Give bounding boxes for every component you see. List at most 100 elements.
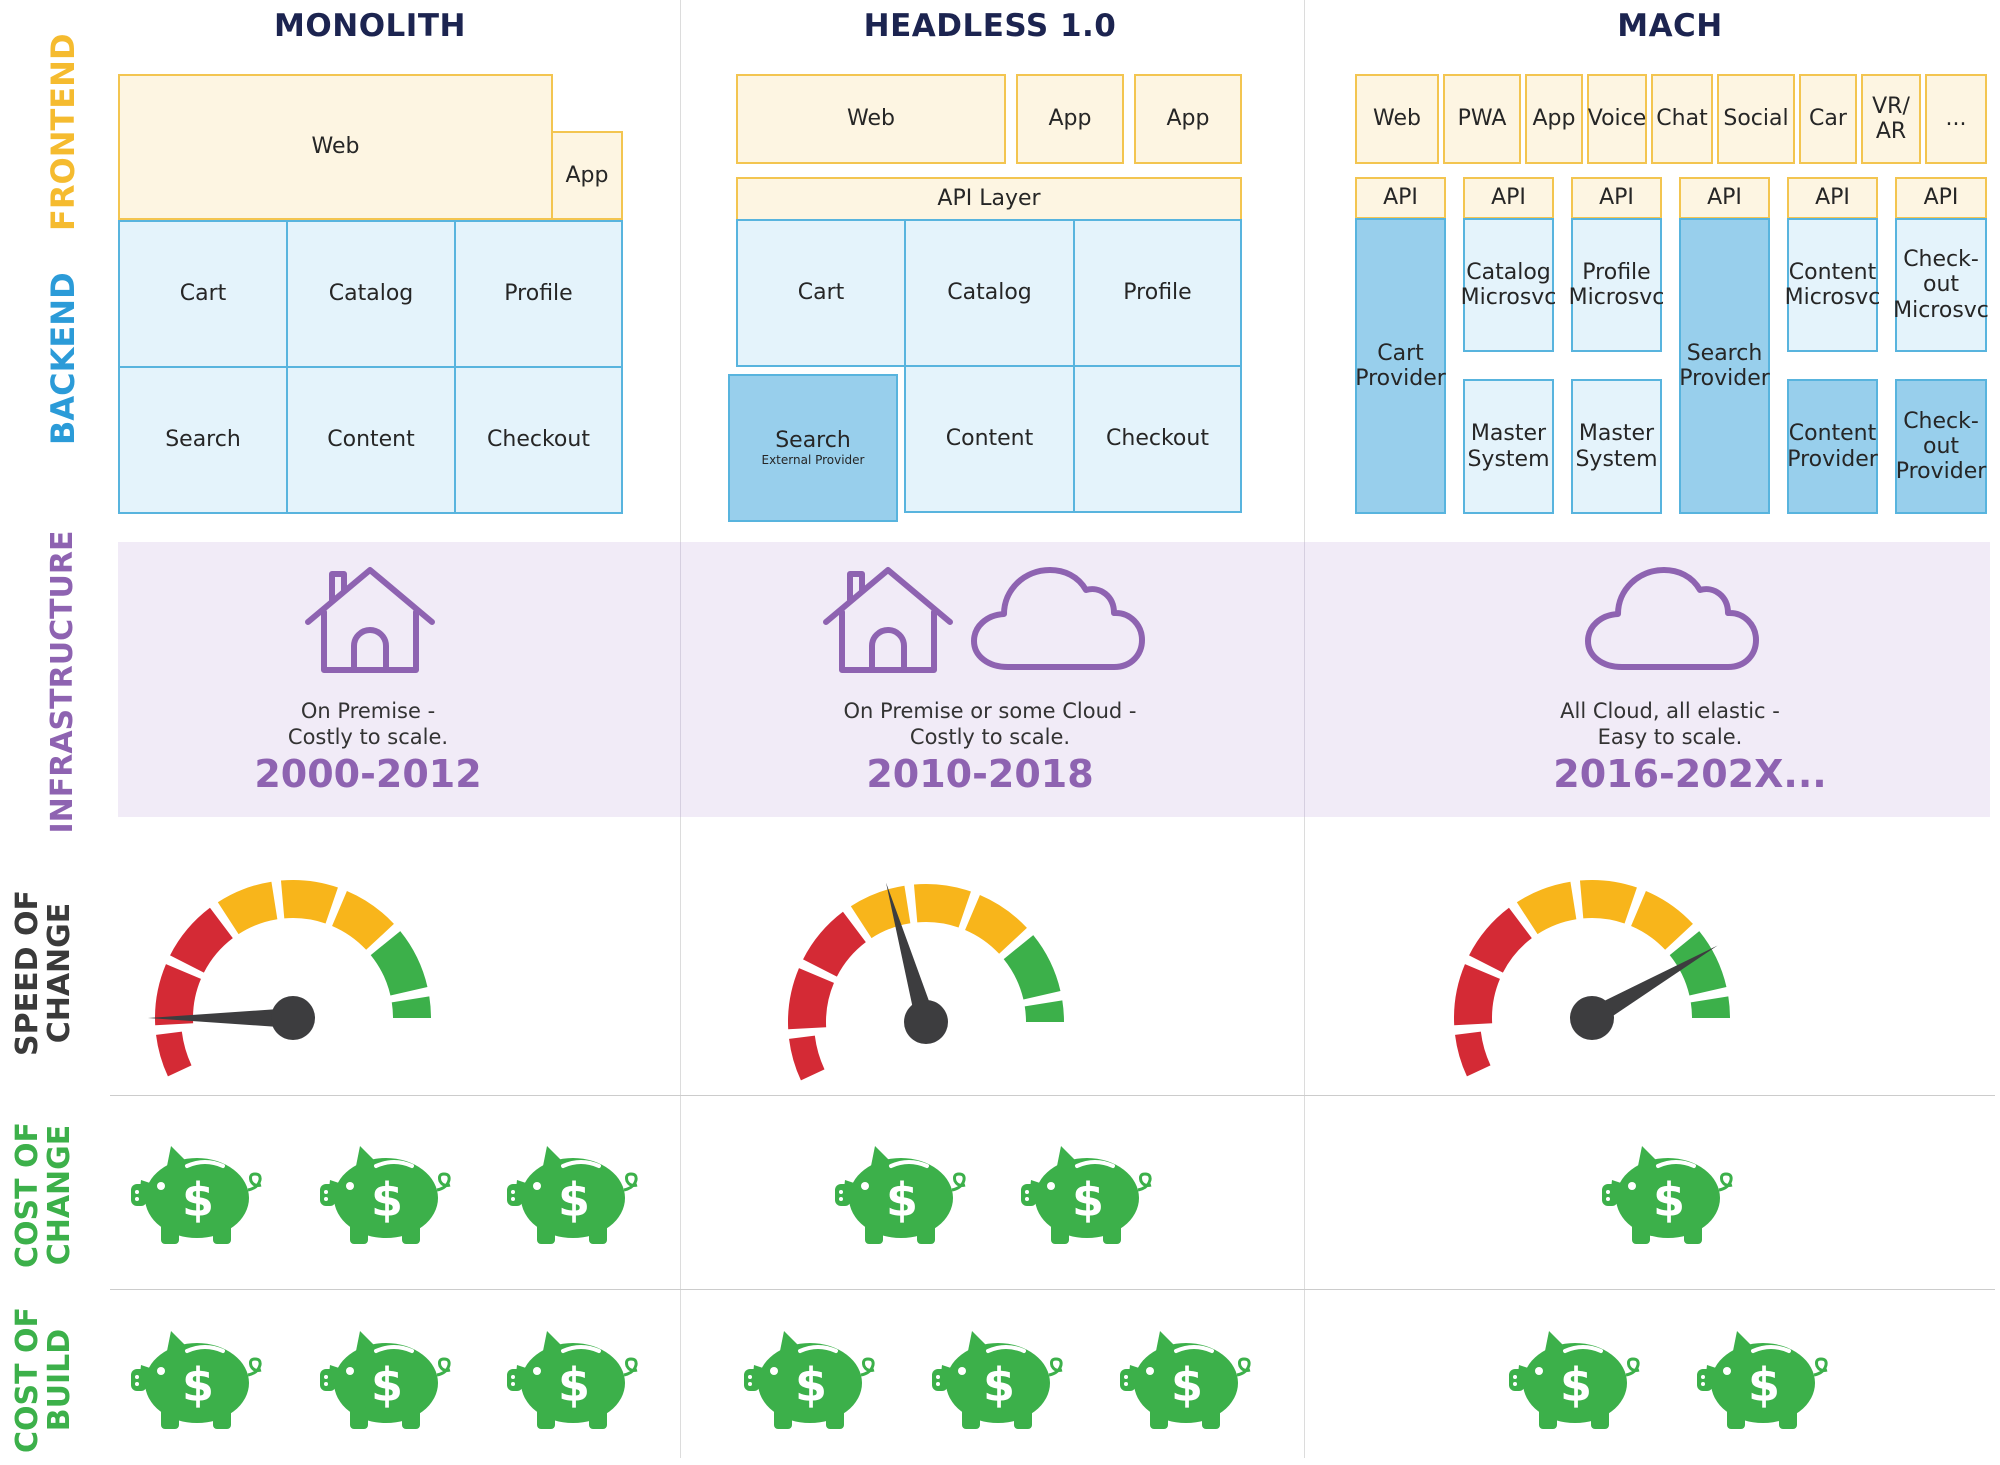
svg-text:$: $ xyxy=(1171,1358,1203,1412)
monolith-profile-box: Profile xyxy=(454,220,623,368)
mach-channel-social: Social xyxy=(1717,74,1795,164)
gauge-segment xyxy=(370,931,428,996)
row-label-backend: BACKEND xyxy=(44,272,82,445)
svg-text:$: $ xyxy=(1653,1173,1685,1227)
mach-api-label: API xyxy=(1491,185,1526,211)
mach-channel-car: Car xyxy=(1799,74,1857,164)
mach-channel-web: Web xyxy=(1355,74,1439,164)
headless-search-sublabel: External Provider xyxy=(761,453,865,468)
period-label: 2000-2012 xyxy=(254,752,482,796)
mach-content-microsvc-box: Content Microsvc xyxy=(1785,218,1880,352)
cloud-icon xyxy=(971,567,1145,670)
piggy-bank-icon: $ xyxy=(932,1331,1063,1429)
gauge-needle xyxy=(1587,945,1718,1027)
svg-text:$: $ xyxy=(1748,1358,1780,1412)
row-divider xyxy=(110,1095,1995,1096)
svg-text:$: $ xyxy=(558,1358,590,1412)
piggy-bank-icon: $ xyxy=(320,1331,451,1429)
mach-api-box: API xyxy=(1787,177,1878,219)
gauge-segment xyxy=(156,1031,192,1077)
headless-api-layer-label: API Layer xyxy=(937,186,1041,212)
mach-api-box: API xyxy=(1679,177,1770,219)
period-label: 2016-202X... xyxy=(1553,752,1827,796)
mach-cart-provider-label: Cart Provider xyxy=(1355,340,1446,391)
infrastructure-band xyxy=(118,542,1990,817)
gauge-segment xyxy=(155,964,201,1026)
svg-text:$: $ xyxy=(182,1358,214,1412)
mach-catalog-microsvc-label: Catalog Microsvc xyxy=(1460,259,1557,310)
piggy-bank-icon: $ xyxy=(507,1331,638,1429)
house-icon xyxy=(823,567,953,673)
monolith-service-label: Cart xyxy=(179,281,227,307)
mach-checkout-microsvc-label: Check- out Microsvc xyxy=(1893,247,1989,323)
mach-api-box: API xyxy=(1463,177,1554,219)
mach-channel-label: PWA xyxy=(1457,106,1507,132)
mach-api-box: API xyxy=(1571,177,1662,219)
house-icon xyxy=(305,567,435,673)
piggy-bank-icon: $ xyxy=(1120,1331,1251,1429)
row-label-infrastructure: INFRASTRUCTURE xyxy=(45,530,80,834)
gauge-segment xyxy=(1579,880,1637,924)
mach-channel-pwa: PWA xyxy=(1443,74,1521,164)
monolith-cart-box: Cart xyxy=(118,220,288,368)
headless-web-label: Web xyxy=(847,106,895,132)
gauge-segment xyxy=(913,884,971,928)
mach-search-provider-label: Search Provider xyxy=(1679,340,1770,391)
mach-api-box: API xyxy=(1895,177,1987,219)
mach-api-label: API xyxy=(1707,185,1742,211)
piggy-bank-icon: $ xyxy=(131,1146,262,1244)
svg-text:$: $ xyxy=(983,1358,1015,1412)
headless-app-label: App xyxy=(1048,106,1092,132)
gauge-segment xyxy=(1690,996,1730,1018)
headless-content-box: Content xyxy=(904,365,1075,513)
row-label-cost-of-change: COST OF CHANGE xyxy=(10,1121,77,1269)
mach-content-provider-label: Content Provider xyxy=(1787,421,1878,472)
mach-channel-label: ... xyxy=(1945,106,1967,132)
mach-channel-chat: Chat xyxy=(1651,74,1713,164)
column-divider xyxy=(680,542,681,817)
row-label-cost-of-build: COST OF BUILD xyxy=(10,1306,77,1454)
monolith-app-label: App xyxy=(565,162,609,188)
piggy-bank-icon: $ xyxy=(744,1331,875,1429)
svg-text:$: $ xyxy=(371,1173,403,1227)
piggy-bank-icon: $ xyxy=(835,1146,966,1244)
headless-checkout-box: Checkout xyxy=(1073,365,1242,513)
gauge-segment xyxy=(217,881,278,935)
mach-channel-voice: Voice xyxy=(1587,74,1647,164)
row-label-speed-of-change: SPEED OF CHANGE xyxy=(10,890,77,1056)
headless-service-label: Content xyxy=(945,426,1034,452)
piggy-bank-icon: $ xyxy=(1697,1331,1828,1429)
column-divider xyxy=(1304,542,1305,817)
headless-service-label: Catalog xyxy=(947,280,1032,306)
gauge-segment xyxy=(1631,890,1693,950)
headless-app-box: App xyxy=(1134,74,1242,164)
mach-channel-label: Car xyxy=(1809,106,1847,132)
svg-text:$: $ xyxy=(1072,1173,1104,1227)
mach-search-provider-box: Search Provider xyxy=(1679,218,1770,514)
headless-api-layer-box: API Layer xyxy=(736,177,1242,221)
gauge-segment xyxy=(1455,1031,1491,1077)
mach-channel-app: App xyxy=(1525,74,1583,164)
gauge-hub xyxy=(271,996,315,1040)
monolith-service-label: Content xyxy=(327,427,415,453)
mach-catalog-microsvc-box: Catalog Microsvc xyxy=(1460,218,1557,352)
headless-catalog-box: Catalog xyxy=(904,219,1075,367)
svg-text:$: $ xyxy=(886,1173,918,1227)
mach-api-label: API xyxy=(1815,185,1850,211)
svg-text:$: $ xyxy=(558,1173,590,1227)
monolith-app-box: App xyxy=(551,131,623,220)
gauge-segment xyxy=(789,1035,825,1081)
headless-profile-box: Profile xyxy=(1073,219,1242,367)
mach-api-box: API xyxy=(1355,177,1446,219)
svg-text:$: $ xyxy=(371,1358,403,1412)
infrastructure-caption: On Premise - Costly to scale. xyxy=(287,699,449,750)
gauge-segment xyxy=(332,890,394,950)
mach-checkout-microsvc-box: Check- out Microsvc xyxy=(1893,218,1989,352)
svg-text:$: $ xyxy=(795,1358,827,1412)
svg-text:$: $ xyxy=(182,1173,214,1227)
mach-master-system-box: Master System xyxy=(1571,379,1662,514)
gauge-segment xyxy=(1003,935,1061,1000)
monolith-service-label: Checkout xyxy=(487,427,590,453)
row-label-frontend: FRONTEND xyxy=(44,33,82,231)
mach-master-system-label: Master System xyxy=(1467,421,1550,472)
